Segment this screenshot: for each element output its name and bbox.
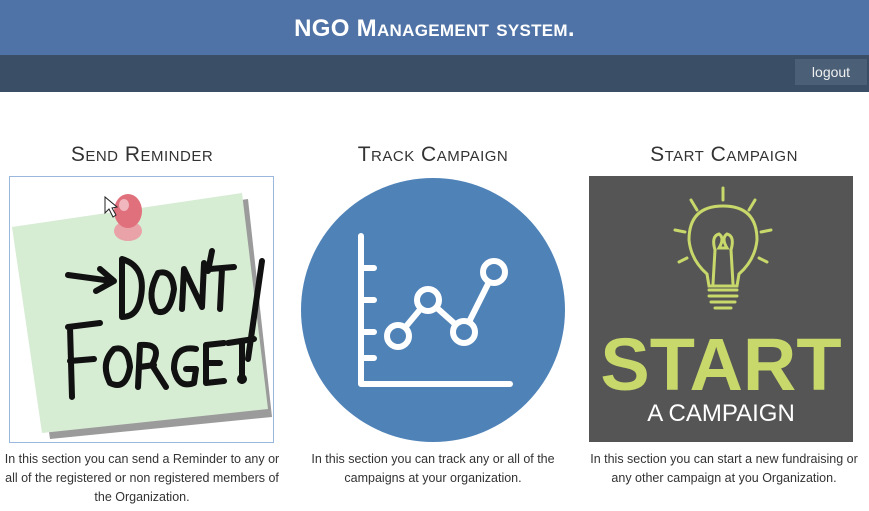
- track-campaign-card[interactable]: Track Campaign In this section you can t…: [298, 140, 568, 485]
- start-campaign-card[interactable]: Start Campaign START A CAMPAIGN In this …: [589, 140, 859, 485]
- start-campaign-image[interactable]: START A CAMPAIGN: [589, 176, 853, 442]
- card-description: In this section you can send a Reminder …: [4, 452, 280, 504]
- card-title: Track Campaign: [357, 143, 509, 166]
- a-campaign-text: A CAMPAIGN: [647, 400, 795, 427]
- dont-forget-note-icon: [12, 193, 272, 439]
- logout-button[interactable]: logout: [795, 59, 867, 85]
- lightbulb-icon: [673, 186, 773, 310]
- card-description: In this section you can track any or all…: [311, 452, 555, 485]
- card-title: Send Reminder: [70, 143, 214, 166]
- app-header: NGO Management system.: [0, 0, 869, 56]
- send-reminder-card[interactable]: Send Reminder: [5, 140, 279, 504]
- send-reminder-image[interactable]: [9, 176, 274, 443]
- line-chart-circle-icon[interactable]: [298, 176, 568, 444]
- start-text: START: [600, 323, 841, 406]
- card-title: Start Campaign: [650, 143, 798, 166]
- top-navbar: logout: [0, 55, 869, 92]
- app-title: NGO Management system.: [294, 14, 575, 42]
- card-description: In this section you can start a new fund…: [590, 452, 858, 485]
